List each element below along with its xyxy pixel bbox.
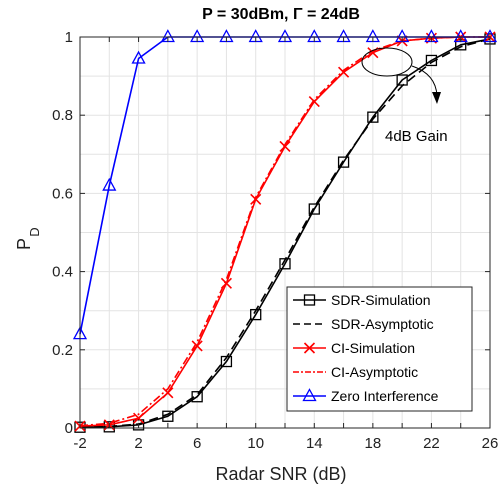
legend-label: CI-Asymptotic — [331, 364, 418, 380]
legend-item: SDR-Simulation — [293, 292, 431, 308]
data-point-marker — [191, 340, 203, 352]
legend-marker — [303, 342, 316, 354]
gain-annotation: 4dB Gain — [361, 47, 448, 145]
data-point-marker — [102, 177, 117, 191]
legend: SDR-Simulation SDR-Asymptotic CI-Simulatio… — [286, 286, 473, 412]
legend-label: CI-Simulation — [331, 340, 415, 356]
data-point-marker — [133, 412, 145, 424]
legend-item: CI-Asymptotic — [293, 364, 418, 380]
x-tick-label: 26 — [482, 435, 499, 452]
legend-box — [286, 286, 473, 412]
y-axis-label-main: P — [14, 238, 34, 250]
legend-label: SDR-Simulation — [331, 292, 431, 308]
x-tick-label: 6 — [193, 435, 201, 452]
chart-title: P = 30dBm, Γ = 24dB — [202, 6, 360, 23]
y-tick-label: 0.8 — [52, 107, 73, 124]
legend-marker — [302, 388, 317, 402]
x-tick-label: 10 — [247, 435, 264, 452]
x-tick-label: 18 — [365, 435, 382, 452]
legend-label: Zero Interference — [331, 388, 439, 404]
legend-item: CI-Simulation — [293, 340, 415, 356]
gain-ellipse — [361, 47, 413, 77]
data-point-marker — [132, 419, 145, 431]
gain-annotation-label: 4dB Gain — [385, 128, 448, 145]
y-axis-label-subscript: D — [27, 227, 42, 236]
data-point-marker — [337, 156, 350, 168]
y-tick-label: 1 — [65, 29, 73, 46]
y-axis-label: P D — [14, 227, 42, 250]
series-line — [79, 36, 490, 427]
x-tick-label: -2 — [73, 435, 86, 452]
y-tick-label: 0 — [65, 420, 73, 437]
x-tick-label: 2 — [134, 435, 142, 452]
x-axis-label: Radar SNR (dB) — [215, 464, 346, 484]
series-ci-asymptotic — [79, 36, 490, 427]
data-point-marker — [162, 387, 174, 399]
legend-marker — [303, 294, 316, 306]
legend-item: Zero Interference — [293, 388, 439, 404]
data-point-marker — [367, 111, 379, 123]
data-point-marker — [131, 50, 146, 64]
y-tick-label: 0.2 — [52, 342, 73, 359]
gain-arrow-head — [432, 92, 441, 104]
x-tick-label: 22 — [423, 435, 440, 452]
y-tick-label: 0.4 — [52, 264, 73, 281]
y-tick-label: 0.6 — [52, 185, 73, 202]
x-tick-label: 14 — [306, 435, 323, 452]
legend-item: SDR-Asymptotic — [293, 316, 434, 332]
data-point-marker — [308, 203, 320, 215]
series-line — [79, 38, 491, 429]
legend-label: SDR-Asymptotic — [331, 316, 434, 332]
data-point-marker — [191, 391, 203, 403]
